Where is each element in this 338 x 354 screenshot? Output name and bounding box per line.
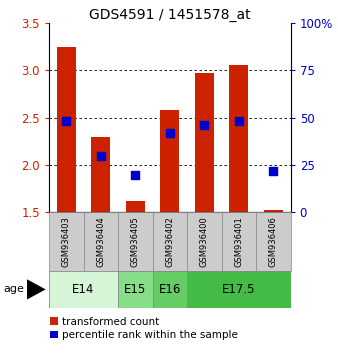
Text: E16: E16 — [159, 283, 181, 296]
Point — [132, 172, 138, 177]
Bar — [152, 271, 187, 308]
Polygon shape — [27, 279, 46, 299]
Title: GDS4591 / 1451578_at: GDS4591 / 1451578_at — [89, 8, 251, 22]
Bar — [264, 210, 283, 212]
Bar — [187, 212, 222, 271]
Text: E15: E15 — [124, 283, 146, 296]
Text: GSM936403: GSM936403 — [62, 216, 71, 267]
Bar — [126, 201, 145, 212]
Text: E14: E14 — [72, 283, 95, 296]
Bar — [118, 212, 152, 271]
Bar — [187, 271, 291, 308]
Point — [271, 168, 276, 173]
Text: GSM936404: GSM936404 — [96, 216, 105, 267]
Bar — [256, 212, 291, 271]
Text: GSM936405: GSM936405 — [131, 216, 140, 267]
Bar — [195, 73, 214, 212]
Text: age: age — [3, 284, 24, 295]
Bar — [152, 212, 187, 271]
Bar — [57, 47, 76, 212]
Bar — [160, 110, 179, 212]
Legend: transformed count, percentile rank within the sample: transformed count, percentile rank withi… — [50, 317, 238, 341]
Text: GSM936402: GSM936402 — [165, 216, 174, 267]
Bar — [222, 212, 256, 271]
Point — [167, 130, 172, 136]
Bar — [83, 212, 118, 271]
Text: GSM936406: GSM936406 — [269, 216, 278, 267]
Point — [236, 119, 242, 124]
Text: E17.5: E17.5 — [222, 283, 256, 296]
Point — [64, 119, 69, 124]
Bar — [230, 65, 248, 212]
Point — [98, 153, 103, 159]
Bar — [49, 271, 118, 308]
Text: GSM936400: GSM936400 — [200, 216, 209, 267]
Point — [202, 122, 207, 128]
Bar — [91, 137, 110, 212]
Bar — [118, 271, 152, 308]
Bar — [49, 212, 83, 271]
Text: GSM936401: GSM936401 — [234, 216, 243, 267]
